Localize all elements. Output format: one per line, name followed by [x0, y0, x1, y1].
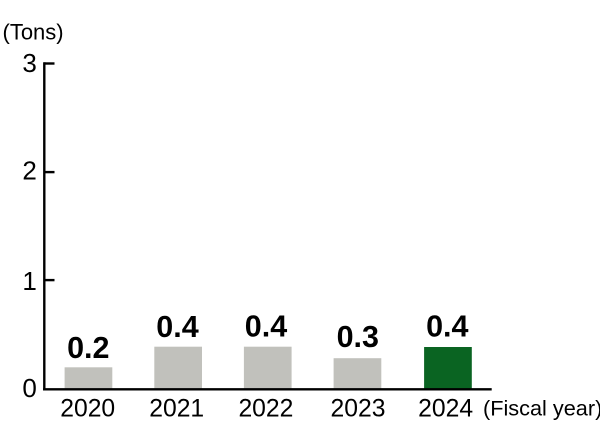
- svg-text:2021: 2021: [149, 395, 204, 422]
- svg-text:0.4: 0.4: [426, 310, 468, 344]
- svg-text:2020: 2020: [60, 395, 115, 422]
- svg-text:(Fiscal year): (Fiscal year): [483, 395, 600, 420]
- svg-text:0.3: 0.3: [337, 320, 379, 354]
- svg-text:2: 2: [22, 156, 36, 186]
- svg-text:0: 0: [22, 373, 36, 403]
- svg-text:2024: 2024: [418, 395, 473, 422]
- svg-text:(Tons): (Tons): [3, 20, 64, 45]
- svg-text:3: 3: [22, 48, 36, 78]
- svg-text:0.4: 0.4: [245, 310, 287, 344]
- svg-text:0.2: 0.2: [67, 331, 109, 365]
- svg-text:2022: 2022: [238, 395, 293, 422]
- svg-text:2023: 2023: [331, 395, 386, 422]
- svg-text:1: 1: [22, 266, 36, 296]
- svg-text:0.4: 0.4: [156, 310, 198, 344]
